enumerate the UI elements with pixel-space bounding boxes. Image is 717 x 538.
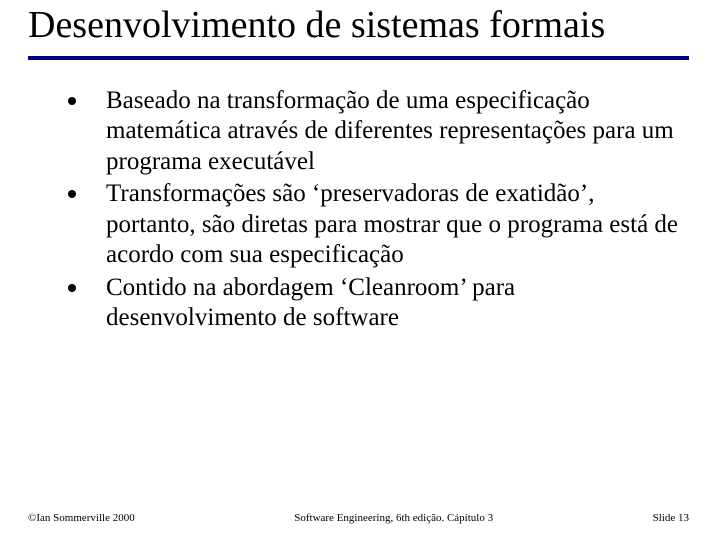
slide-footer: ©Ian Sommerville 2000 Software Engineeri… — [28, 512, 689, 524]
footer-left: ©Ian Sommerville 2000 — [28, 512, 135, 524]
slide: Desenvolvimento de sistemas formais Base… — [0, 0, 717, 538]
list-item: Baseado na transformação de uma especifi… — [48, 86, 679, 178]
list-item: Contido na abordagem ‘Cleanroom’ para de… — [48, 273, 679, 334]
slide-title: Desenvolvimento de sistemas formais — [28, 4, 689, 47]
slide-body: Baseado na transformação de uma especifi… — [28, 86, 689, 334]
list-item: Transformações são ‘preservadoras de exa… — [48, 179, 679, 271]
footer-center: Software Engineering, 6th edição. Cápítu… — [135, 512, 653, 524]
bullet-list: Baseado na transformação de uma especifi… — [48, 86, 679, 334]
footer-right: Slide 13 — [653, 512, 689, 524]
title-rule — [28, 56, 689, 60]
